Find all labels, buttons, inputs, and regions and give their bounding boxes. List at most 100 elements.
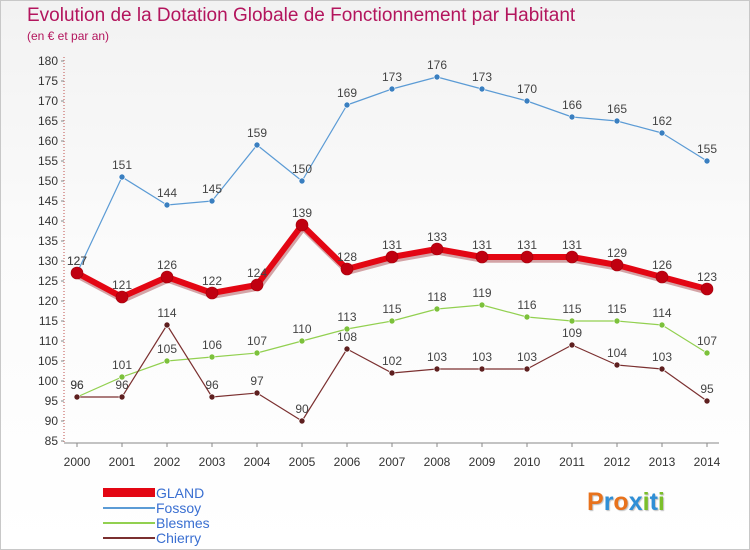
series-gland [70, 218, 714, 304]
data-label-gland: 126 [652, 258, 672, 272]
data-point-chierry [478, 365, 486, 373]
data-label-blesmes: 114 [652, 306, 671, 320]
y-tick-label: 140 [38, 214, 58, 228]
data-point-blesmes [433, 305, 441, 313]
data-label-fossoy: 169 [337, 86, 357, 100]
data-point-blesmes [658, 321, 666, 329]
data-label-chierry: 102 [382, 354, 402, 368]
data-label-fossoy: 173 [472, 70, 492, 84]
data-label-blesmes: 116 [517, 298, 536, 312]
data-point-fossoy [208, 197, 216, 205]
data-point-blesmes [343, 325, 351, 333]
x-tick-label: 2003 [199, 455, 226, 469]
data-label-chierry: 90 [295, 402, 309, 416]
data-label-blesmes: 113 [337, 310, 356, 324]
data-point-fossoy [253, 141, 261, 149]
data-point-blesmes [298, 337, 306, 345]
data-point-chierry [613, 361, 621, 369]
data-label-blesmes: 115 [607, 302, 626, 316]
data-label-fossoy: 165 [607, 102, 627, 116]
data-label-chierry: 114 [157, 306, 176, 320]
data-point-chierry [523, 365, 531, 373]
data-point-gland [655, 270, 669, 284]
data-label-chierry: 95 [700, 382, 714, 396]
y-tick-label: 110 [39, 334, 58, 348]
y-tick-label: 120 [38, 294, 58, 308]
data-point-gland [205, 286, 219, 300]
y-tick-label: 85 [45, 434, 59, 448]
data-label-blesmes: 115 [382, 302, 401, 316]
data-point-gland [610, 258, 624, 272]
y-tick-label: 170 [38, 94, 58, 108]
data-label-chierry: 109 [562, 326, 582, 340]
series-blesmes [73, 301, 711, 401]
series-layer [70, 73, 714, 425]
y-tick-label: 165 [38, 114, 58, 128]
data-label-fossoy: 176 [427, 58, 447, 72]
data-point-fossoy [568, 113, 576, 121]
data-label-blesmes: 106 [202, 338, 222, 352]
data-point-blesmes [388, 317, 396, 325]
data-label-blesmes: 107 [697, 334, 717, 348]
data-label-fossoy: 151 [112, 158, 132, 172]
axes: 8590951001051101151201251301351401451501… [38, 54, 721, 469]
data-point-chierry [658, 365, 666, 373]
logo-letter: t [649, 488, 658, 516]
x-tick-label: 2002 [154, 455, 181, 469]
data-label-gland: 131 [472, 238, 492, 252]
y-tick-label: 125 [38, 274, 58, 288]
x-tick-label: 2013 [649, 455, 676, 469]
logo-letter: i [642, 488, 650, 516]
data-point-fossoy [298, 177, 306, 185]
x-tick-label: 2010 [514, 455, 541, 469]
data-point-blesmes [208, 353, 216, 361]
chart-title: Evolution de la Dotation Globale de Fonc… [27, 5, 576, 26]
data-point-blesmes [523, 313, 531, 321]
data-label-chierry: 103 [517, 350, 537, 364]
data-point-fossoy [433, 73, 441, 81]
legend-label-fossoy: Fossoy [156, 500, 202, 516]
y-tick-label: 115 [39, 314, 58, 328]
data-label-gland: 133 [427, 230, 447, 244]
data-label-blesmes: 115 [562, 302, 581, 316]
data-point-chierry [568, 341, 576, 349]
data-label-chierry: 96 [205, 378, 219, 392]
y-tick-label: 95 [45, 394, 59, 408]
data-point-blesmes [163, 357, 171, 365]
data-label-blesmes: 118 [427, 290, 446, 304]
data-point-fossoy [613, 117, 621, 125]
data-label-blesmes: 107 [247, 334, 267, 348]
data-label-gland: 128 [337, 250, 357, 264]
y-tick-label: 105 [38, 354, 58, 368]
legend-label-gland: GLAND [156, 485, 205, 501]
data-label-gland: 121 [112, 278, 132, 292]
legend-swatch-blesmes [103, 522, 155, 524]
data-point-chierry [343, 345, 351, 353]
data-label-fossoy: 166 [562, 98, 582, 112]
data-label-chierry: 108 [337, 330, 357, 344]
series-chierry [73, 321, 711, 425]
chart-subtitle: (en € et par an) [27, 29, 110, 43]
data-label-fossoy: 162 [652, 114, 672, 128]
logo-letter: x [628, 488, 643, 516]
legend-label-blesmes: Blesmes [156, 515, 210, 531]
data-label-gland: 139 [292, 206, 312, 220]
y-tick-label: 130 [38, 254, 58, 268]
data-point-gland [565, 250, 579, 264]
data-point-blesmes [118, 373, 126, 381]
data-label-chierry: 96 [70, 378, 84, 392]
data-point-fossoy [388, 85, 396, 93]
data-point-gland [295, 218, 309, 232]
data-point-gland [70, 266, 84, 280]
data-label-gland: 126 [157, 258, 177, 272]
data-point-blesmes [568, 317, 576, 325]
x-tick-label: 2005 [289, 455, 316, 469]
data-point-gland [160, 270, 174, 284]
data-label-gland: 124 [247, 266, 267, 280]
data-label-blesmes: 119 [472, 286, 491, 300]
data-label-chierry: 103 [652, 350, 672, 364]
y-tick-label: 175 [38, 74, 58, 88]
y-tick-label: 90 [45, 414, 59, 428]
